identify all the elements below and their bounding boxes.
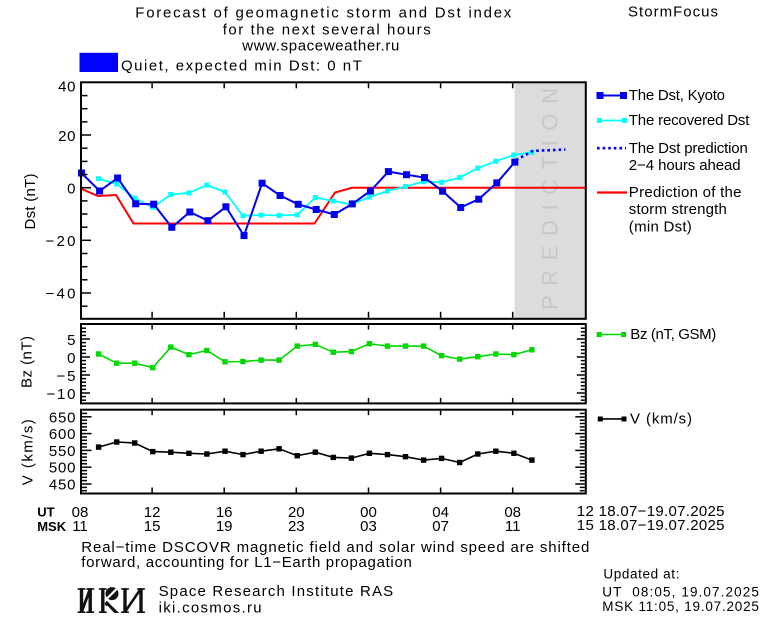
- svg-text:StormFocus: StormFocus: [628, 3, 718, 20]
- svg-text:07: 07: [432, 518, 449, 535]
- svg-text:23: 23: [288, 518, 305, 535]
- svg-text:Updated at:: Updated at:: [603, 566, 679, 581]
- svg-text:11: 11: [505, 518, 521, 535]
- svg-text:The recovered Dst: The recovered Dst: [629, 112, 750, 129]
- svg-text:storm strength: storm strength: [629, 201, 727, 218]
- svg-text:11: 11: [72, 518, 88, 535]
- svg-text:UT: UT: [37, 505, 54, 520]
- svg-text:UT 08:05, 19.07.2025: UT 08:05, 19.07.2025: [602, 584, 759, 599]
- svg-text:16: 16: [216, 504, 233, 521]
- svg-text:V (km/s): V (km/s): [630, 411, 692, 428]
- svg-text:12: 12: [144, 504, 161, 521]
- svg-text:2−4 hours ahead: 2−4 hours ahead: [629, 157, 741, 174]
- svg-text:MSK 11:05, 19.07.2025: MSK 11:05, 19.07.2025: [602, 599, 759, 614]
- svg-text:Bz (nT): Bz (nT): [19, 336, 36, 388]
- svg-text:The Dst, Kyoto: The Dst, Kyoto: [629, 87, 725, 104]
- svg-text:08: 08: [72, 504, 89, 521]
- svg-text:20: 20: [288, 504, 305, 521]
- svg-text:Dst (nT): Dst (nT): [22, 174, 39, 230]
- svg-text:Prediction of the: Prediction of the: [629, 184, 742, 201]
- svg-text:500: 500: [49, 460, 76, 477]
- svg-text:15 18.07−19.07.2025: 15 18.07−19.07.2025: [577, 517, 725, 534]
- svg-text:12 18.07−19.07.2025: 12 18.07−19.07.2025: [577, 503, 725, 520]
- svg-text:for the next several hours: for the next several hours: [223, 21, 431, 38]
- svg-text:600: 600: [49, 426, 76, 443]
- svg-text:−40: −40: [46, 286, 76, 303]
- svg-text:650: 650: [49, 409, 76, 426]
- svg-text:Quiet, expected min Dst: 0 nT: Quiet, expected min Dst: 0 nT: [121, 57, 362, 74]
- svg-text:08: 08: [504, 504, 521, 521]
- svg-text:40: 40: [58, 79, 75, 96]
- svg-text:20: 20: [58, 128, 75, 145]
- svg-text:5: 5: [67, 332, 75, 349]
- svg-text:Bz (nT, GSM): Bz (nT, GSM): [630, 326, 716, 343]
- svg-text:The Dst prediction: The Dst prediction: [629, 140, 748, 157]
- svg-text:(min Dst): (min Dst): [629, 219, 692, 236]
- svg-text:450: 450: [49, 477, 76, 494]
- svg-text:www.spaceweather.ru: www.spaceweather.ru: [241, 38, 399, 55]
- svg-text:0: 0: [67, 350, 75, 367]
- svg-text:−10: −10: [47, 386, 76, 403]
- svg-text:00: 00: [360, 504, 377, 521]
- svg-text:03: 03: [360, 518, 377, 535]
- svg-text:MSK: MSK: [37, 519, 66, 534]
- svg-text:iki.cosmos.ru: iki.cosmos.ru: [159, 600, 262, 617]
- svg-text:550: 550: [49, 443, 76, 460]
- svg-text:−20: −20: [46, 233, 76, 250]
- svg-text:15: 15: [144, 518, 161, 535]
- svg-text:0: 0: [67, 181, 75, 198]
- svg-text:Space Research Institute RAS: Space Research Institute RAS: [159, 583, 394, 600]
- svg-text:forward, accounting for L1−Ear: forward, accounting for L1−Earth propaga…: [81, 554, 412, 571]
- svg-text:Real−time DSCOVR magnetic fiel: Real−time DSCOVR magnetic field and sola…: [81, 539, 589, 556]
- svg-text:V (km/s): V (km/s): [20, 419, 37, 485]
- svg-text:19: 19: [216, 518, 233, 535]
- svg-text:04: 04: [432, 504, 449, 521]
